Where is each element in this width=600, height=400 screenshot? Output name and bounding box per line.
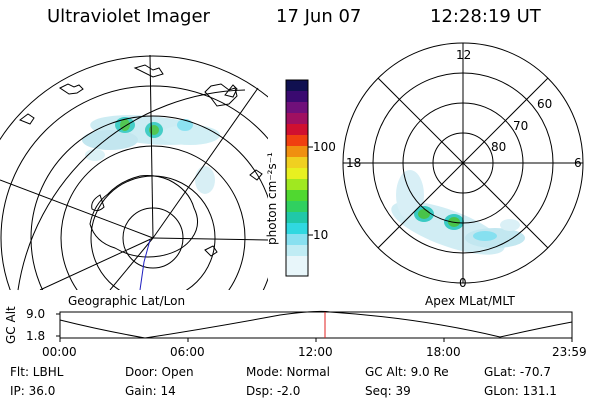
colorbar-tick-100: 100: [313, 140, 336, 154]
mlat-label-70: 70: [513, 119, 529, 133]
status-filter: Flt: LBHL: [10, 365, 64, 379]
geo-lat-circles: [0, 55, 268, 290]
alt-ytick-9: 9.0: [26, 307, 46, 321]
mlt-label-12: 12: [456, 48, 472, 62]
mlat-label-60: 60: [537, 97, 553, 111]
colorbar-unit-label: photon cm⁻²s⁻¹: [265, 152, 279, 245]
status-seq: Seq: 39: [365, 384, 411, 398]
image-date: 17 Jun 07: [276, 6, 362, 27]
apex-map: [342, 42, 584, 284]
image-time: 12:28:19 UT: [430, 6, 541, 27]
status-glat: GLat: -70.7: [484, 365, 551, 379]
alt-xtick-1200: 12:00: [298, 345, 333, 359]
status-glon: GLon: 131.1: [484, 384, 557, 398]
alt-xtick-2359: 23:59: [552, 345, 587, 359]
status-gain: Gain: 14: [125, 384, 176, 398]
instrument-title: Ultraviolet Imager: [47, 6, 210, 27]
altitude-curve: [59, 310, 573, 339]
geo-lon-lines: [0, 55, 268, 290]
alt-xtick-0000: 00:00: [42, 345, 77, 359]
status-ip: IP: 36.0: [10, 384, 56, 398]
mlt-label-18: 18: [346, 156, 362, 170]
colorbar-tick-10: 10: [313, 228, 329, 242]
altitude-panel: [56, 310, 573, 342]
alt-xtick-1800: 18:00: [426, 345, 461, 359]
geo-map-caption: Geographic Lat/Lon: [68, 294, 186, 308]
mlt-label-6: 6: [574, 156, 582, 170]
mlat-label-80: 80: [491, 140, 507, 154]
geo-coastlines: [18, 64, 263, 258]
status-dsp: Dsp: -2.0: [246, 384, 301, 398]
colorbar: [285, 79, 313, 277]
alt-ytick-1.8: 1.8: [26, 329, 46, 343]
aurora-oval-apex: [391, 170, 525, 255]
status-door: Door: Open: [125, 365, 194, 379]
apex-map-caption: Apex MLat/MLT: [425, 294, 515, 308]
mlt-label-0: 0: [459, 276, 467, 290]
ground-track: [139, 239, 151, 290]
status-gc-alt: GC Alt: 9.0 Re: [365, 365, 449, 379]
alt-ylabel: GC Alt: [4, 306, 18, 344]
status-mode: Mode: Normal: [246, 365, 330, 379]
alt-xtick-0600: 06:00: [170, 345, 205, 359]
geo-map-edge: [17, 89, 246, 291]
